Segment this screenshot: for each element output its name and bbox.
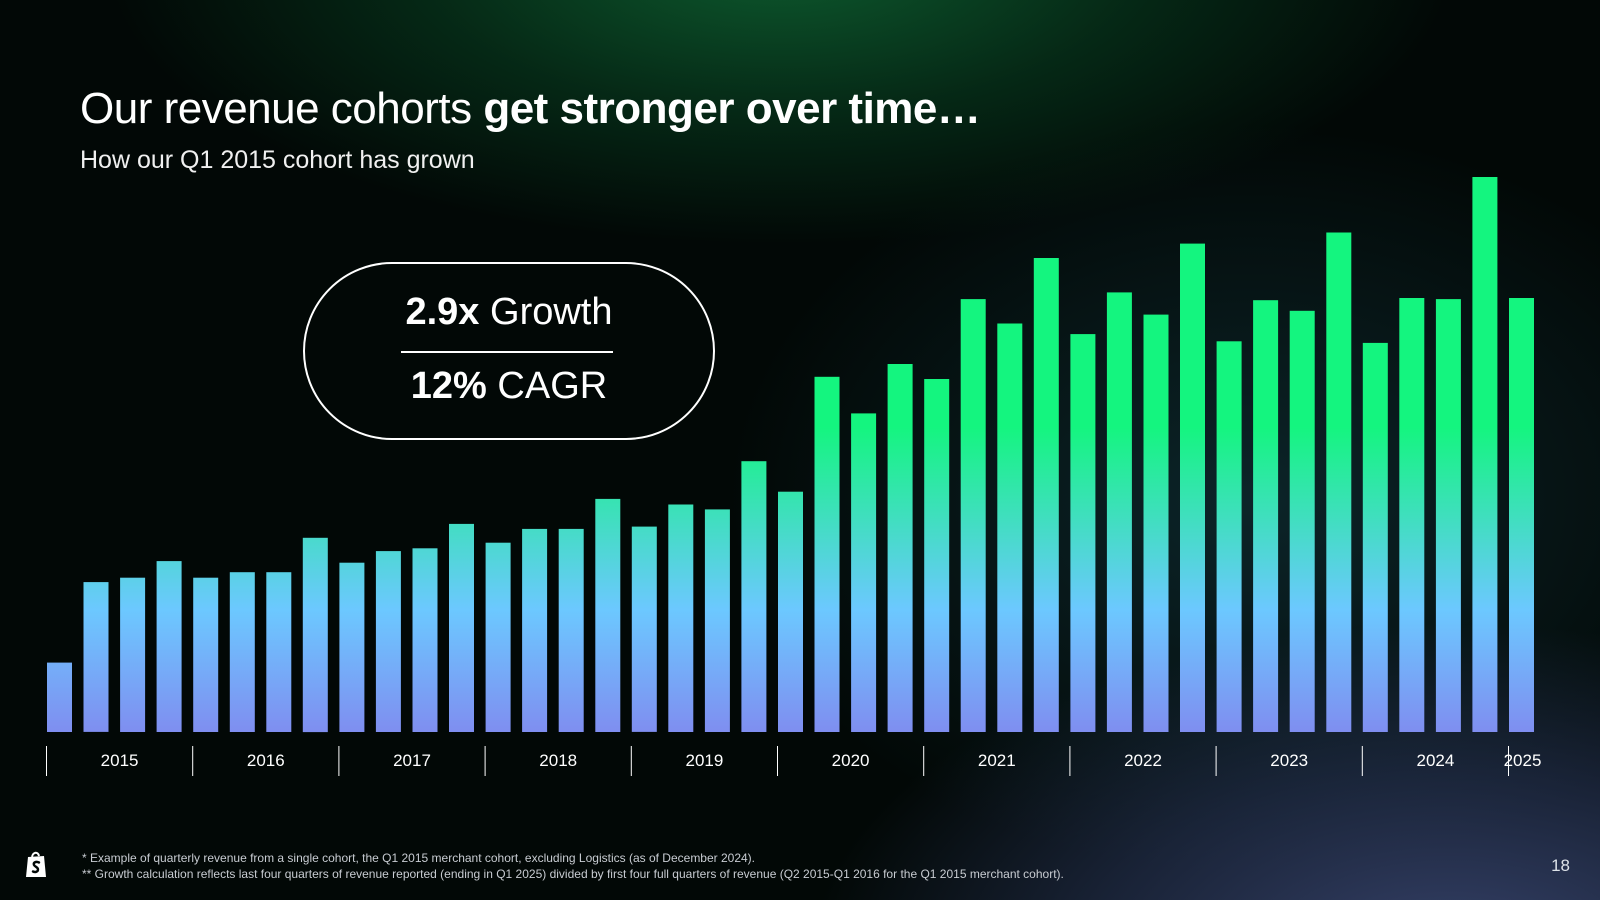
year-tick-label: 2020 <box>832 751 870 770</box>
chart-bar <box>1472 177 1498 732</box>
year-tick-label: 2022 <box>1124 751 1162 770</box>
slide-title: Our revenue cohorts get stronger over ti… <box>80 84 981 134</box>
chart-bar <box>1326 232 1352 732</box>
year-tick-label: 2021 <box>978 751 1016 770</box>
year-tick-label: 2023 <box>1270 751 1308 770</box>
year-tick-label: 2015 <box>101 751 139 770</box>
chart-bar <box>1399 298 1425 732</box>
chart-bar <box>851 413 877 732</box>
title-bold: get stronger over time… <box>483 84 981 133</box>
chart-bar <box>522 528 548 732</box>
growth-stat: 2.9x Growth <box>305 291 713 334</box>
chart-bar <box>449 523 474 732</box>
year-tick-label: 2017 <box>393 751 431 770</box>
chart-bar <box>960 299 986 732</box>
chart-bar <box>302 537 328 733</box>
kpi-callout: 2.9x Growth 12% CAGR <box>303 262 715 440</box>
chart-bar <box>83 582 109 732</box>
chart-bar <box>1216 341 1242 732</box>
chart-bar <box>1106 292 1132 732</box>
chart-bar <box>120 577 146 732</box>
footnotes: * Example of quarterly revenue from a si… <box>82 850 1064 882</box>
shopping-bag-logo-icon <box>26 851 46 877</box>
chart-bar <box>1070 334 1096 732</box>
chart-bar <box>266 572 292 732</box>
chart-bar <box>1289 310 1315 732</box>
kpi-divider <box>401 351 613 353</box>
year-tick-label: 2016 <box>247 751 285 770</box>
chart-bar <box>741 461 767 732</box>
year-tick-label: 2019 <box>685 751 723 770</box>
chart-bar <box>1362 342 1388 732</box>
cagr-value: 12% <box>410 365 487 407</box>
chart-bar <box>558 528 584 732</box>
year-tick-label: 2025 <box>1504 751 1542 770</box>
cagr-stat: 12% CAGR <box>305 365 713 408</box>
footnote-2: ** Growth calculation reflects last four… <box>82 867 1064 881</box>
growth-value: 2.9x <box>405 291 480 333</box>
chart-bar <box>193 577 219 732</box>
chart-bar <box>229 572 255 732</box>
cagr-label: CAGR <box>486 365 608 407</box>
chart-bar <box>631 526 657 732</box>
chart-bar <box>1033 258 1059 732</box>
chart-bar <box>375 551 401 732</box>
year-tick-label: 2024 <box>1416 751 1454 770</box>
chart-bar <box>814 376 840 732</box>
page-number: 18 <box>1551 856 1570 875</box>
chart-bar <box>1180 243 1205 732</box>
chart-bar <box>997 323 1023 732</box>
chart-bar <box>778 491 803 732</box>
chart-bar <box>704 509 730 732</box>
chart-bar <box>156 561 182 732</box>
chart-bar <box>595 498 621 732</box>
growth-label: Growth <box>479 291 613 333</box>
chart-bar <box>339 562 365 732</box>
chart-bar <box>47 662 72 732</box>
slide-subtitle: How our Q1 2015 cohort has grown <box>80 146 475 174</box>
chart-bar <box>1509 298 1534 732</box>
chart-bar <box>412 548 438 732</box>
chart-bar <box>924 379 950 732</box>
chart-bar <box>485 542 511 732</box>
title-regular: Our revenue cohorts <box>80 84 484 133</box>
chart-bar <box>668 504 694 732</box>
chart-bar <box>887 364 913 732</box>
year-tick-label: 2018 <box>539 751 577 770</box>
chart-bar <box>1253 300 1279 732</box>
footnote-1: * Example of quarterly revenue from a si… <box>82 851 756 865</box>
chart-bar <box>1143 314 1169 732</box>
chart-bar <box>1435 299 1461 732</box>
bar-chart: 2015 2016 2017 2018 2019 2020 2021 2022 2023 2024… <box>46 177 1542 776</box>
